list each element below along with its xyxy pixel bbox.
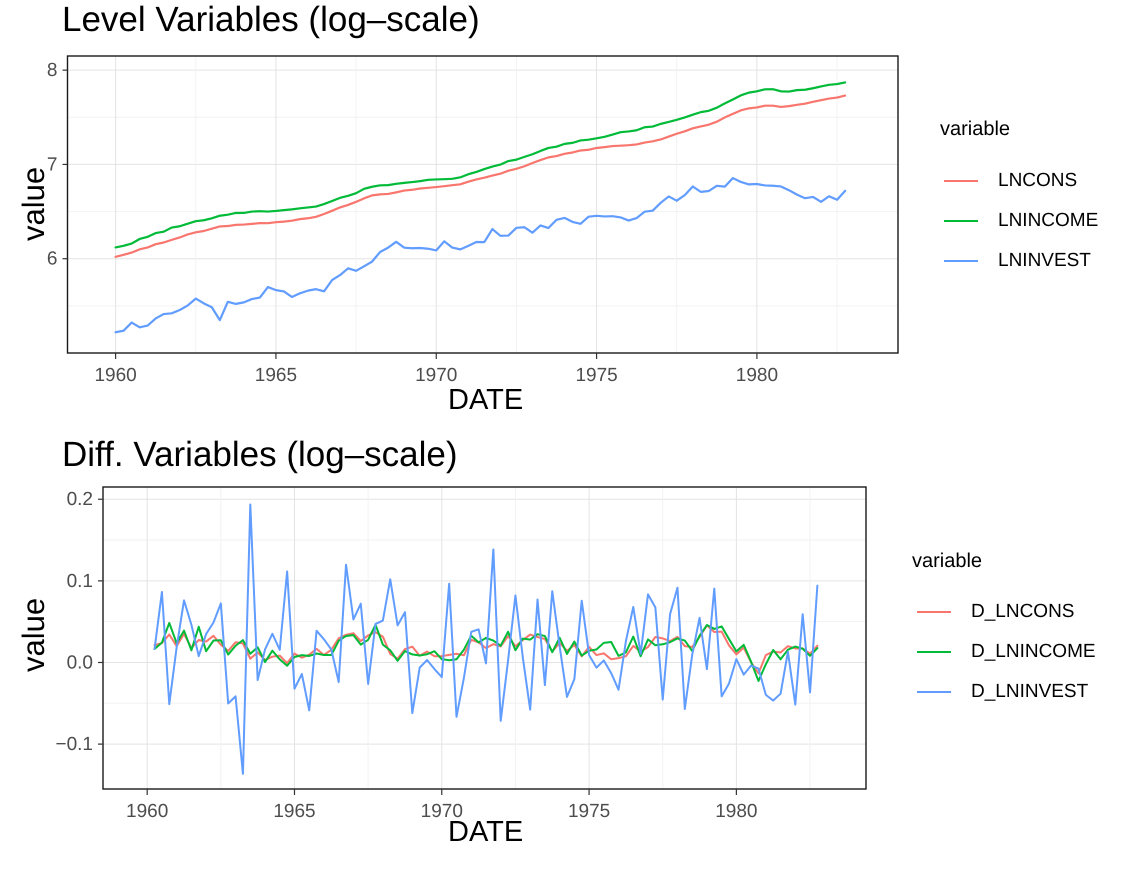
svg-text:6: 6: [47, 249, 58, 270]
svg-text:0.1: 0.1: [67, 571, 93, 592]
svg-text:−0.1: −0.1: [55, 734, 93, 755]
svg-text:0.0: 0.0: [67, 652, 93, 673]
svg-text:1975: 1975: [575, 365, 617, 386]
svg-text:1960: 1960: [126, 801, 168, 822]
svg-text:1980: 1980: [736, 365, 778, 386]
svg-text:1960: 1960: [94, 365, 136, 386]
svg-text:1970: 1970: [421, 801, 463, 822]
svg-text:1975: 1975: [568, 801, 610, 822]
svg-text:8: 8: [47, 60, 58, 81]
svg-text:1980: 1980: [715, 801, 757, 822]
svg-text:1965: 1965: [255, 365, 297, 386]
svg-text:1965: 1965: [273, 801, 315, 822]
svg-text:0.2: 0.2: [67, 489, 93, 510]
svg-text:1970: 1970: [415, 365, 457, 386]
